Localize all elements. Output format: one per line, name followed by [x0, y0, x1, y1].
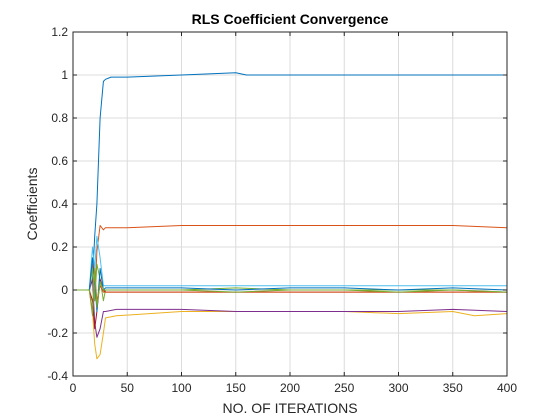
x-tick-label: 150 — [226, 381, 246, 395]
series-line-1 — [73, 72, 507, 291]
y-tick-label: 0.8 — [51, 111, 68, 125]
y-tick-label: 0.6 — [51, 154, 68, 168]
x-tick-label: 350 — [443, 381, 463, 395]
y-tick-label: 0.2 — [51, 240, 68, 254]
x-tick-label: 50 — [121, 381, 135, 395]
x-tick-label: 0 — [70, 381, 77, 395]
x-axis-label: NO. OF ITERATIONS — [222, 400, 357, 416]
y-axis-label: Coefficients — [24, 168, 40, 241]
series-line-8 — [73, 257, 508, 312]
y-tick-label: -0.4 — [47, 369, 68, 383]
y-tick-label: 1 — [61, 68, 68, 82]
y-tick-label: 1.2 — [51, 25, 68, 39]
x-tick-label: 200 — [280, 381, 300, 395]
series-line-10 — [73, 268, 508, 317]
axis-ticks: 0 50 100 150 200 250 300 350 400 -0.4 -0.2 0 0.2 0.4 0… — [47, 25, 517, 395]
y-tick-label: 0.4 — [51, 197, 68, 211]
x-tick-label: 250 — [334, 381, 354, 395]
series-line-3 — [73, 289, 508, 360]
x-tick-label: 100 — [171, 381, 191, 395]
series-lines — [73, 72, 508, 360]
x-tick-label: 400 — [497, 381, 517, 395]
y-tick-label: -0.2 — [47, 326, 68, 340]
chart-title: RLS Coefficient Convergence — [192, 11, 389, 27]
series-line-6 — [73, 235, 507, 291]
x-tick-label: 300 — [388, 381, 408, 395]
y-tick-label: 0 — [61, 283, 68, 297]
